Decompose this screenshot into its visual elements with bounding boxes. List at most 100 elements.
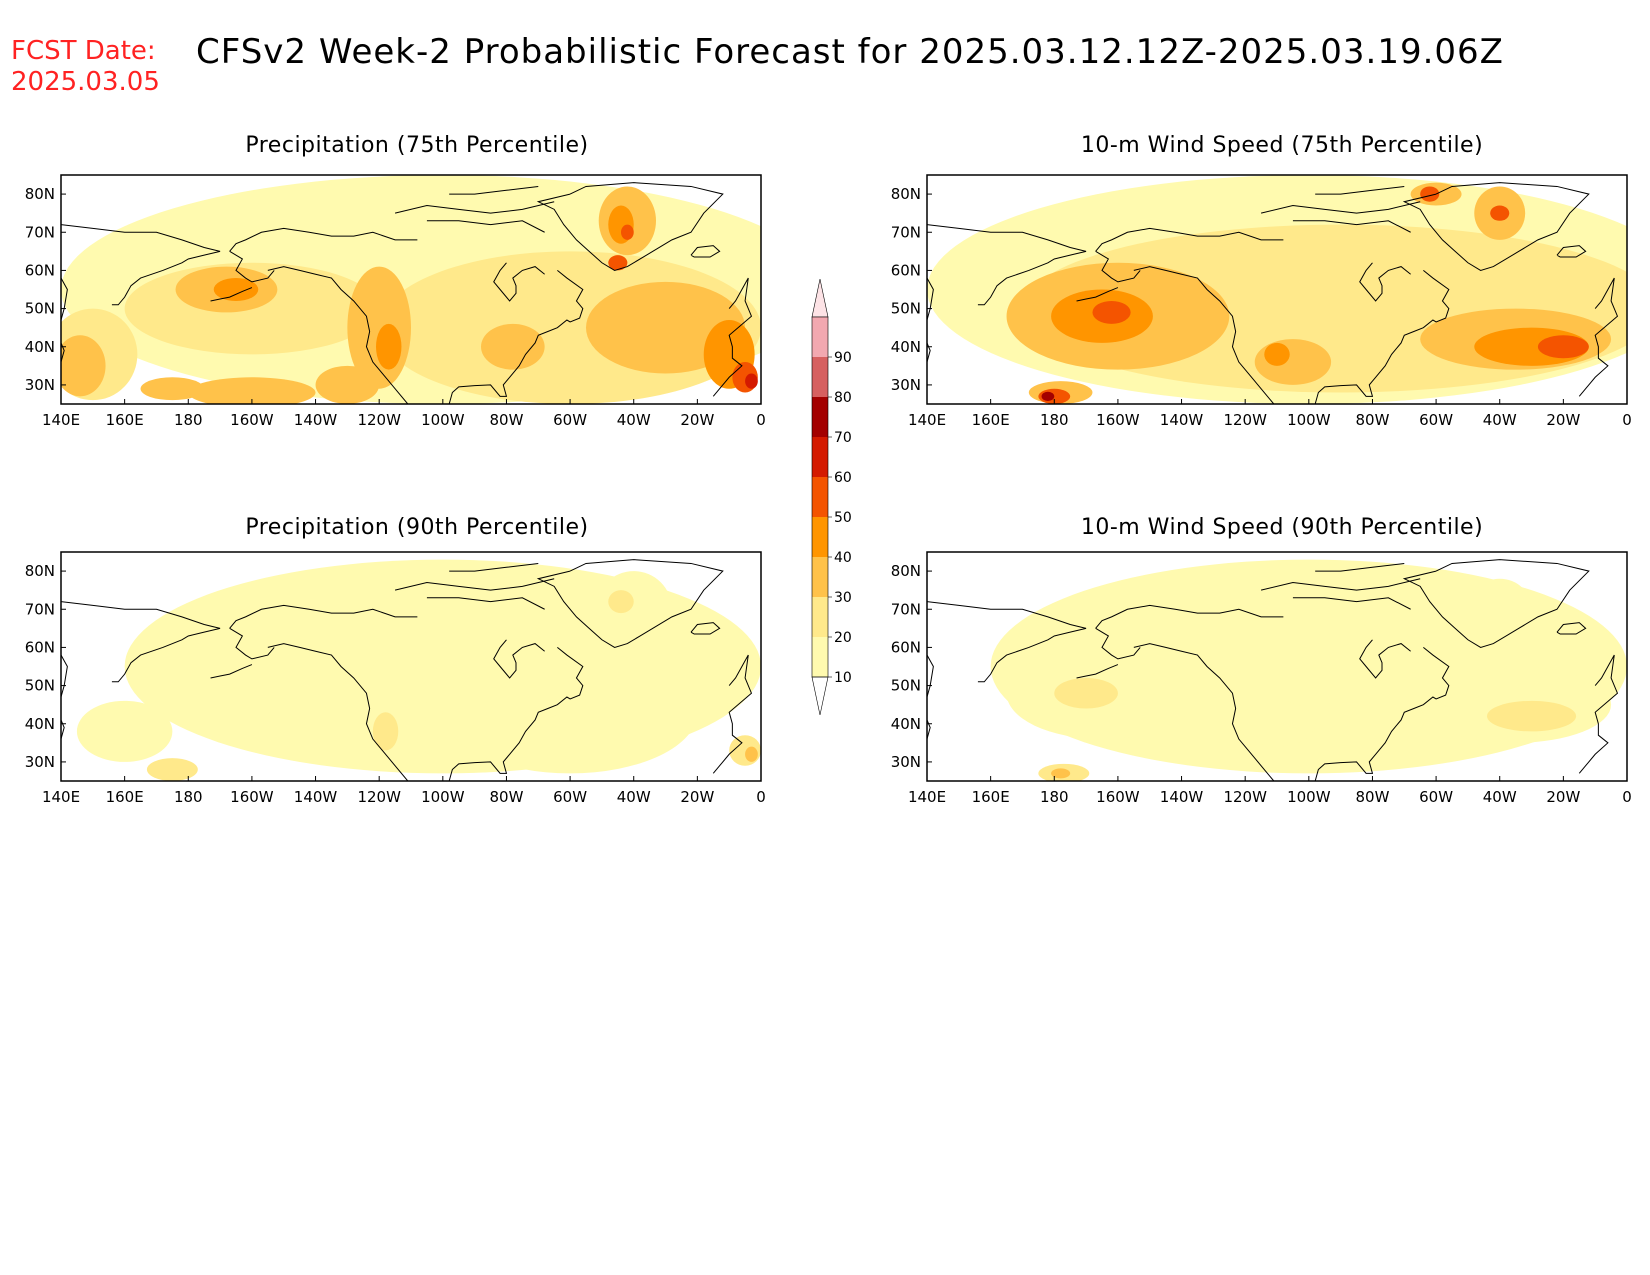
lon-label: 140W [294, 788, 338, 806]
coastline [229, 250, 275, 283]
probability-shade [315, 365, 380, 404]
lon-label: 140E [908, 411, 946, 429]
lon-label: 140E [42, 788, 80, 806]
lon-label: 0 [1622, 411, 1632, 429]
lat-label: 50N [891, 300, 921, 318]
coastline [1359, 262, 1411, 302]
coastline [61, 601, 221, 629]
lat-label: 50N [891, 677, 921, 695]
probability-shade [608, 255, 628, 271]
lat-label: 50N [25, 677, 55, 695]
probability-shade [1041, 391, 1055, 401]
coastline [448, 270, 584, 404]
coastline [1556, 622, 1587, 635]
lat-label: 50N [25, 300, 55, 318]
coastline [1314, 647, 1450, 781]
lon-label: 60W [1419, 411, 1453, 429]
colorbar-swatch [812, 597, 828, 637]
probability-shade [481, 323, 545, 370]
map-frame [60, 551, 762, 782]
lat-label: 60N [891, 638, 921, 656]
coastline [1076, 287, 1119, 302]
coastline [1133, 266, 1275, 404]
coastline [61, 277, 68, 321]
coastline [1578, 277, 1619, 397]
probability-shade [140, 377, 205, 401]
colorbar-bottom-arrow [811, 676, 829, 716]
colorbar-label: 50 [834, 510, 852, 526]
probability-shade [1420, 186, 1440, 202]
coastline [536, 559, 724, 648]
coastline [426, 597, 545, 610]
coastline [1315, 562, 1405, 572]
lat-label: 60N [891, 261, 921, 279]
forecast-date-label: FCST Date: [11, 36, 156, 66]
lon-label: 80W [1355, 411, 1389, 429]
lat-label: 40N [25, 715, 55, 733]
lat-label: 80N [25, 562, 55, 580]
lon-label: 20W [1546, 788, 1580, 806]
coastline [210, 664, 253, 679]
coastline [712, 277, 753, 397]
lat-label: 70N [891, 223, 921, 241]
colorbar-swatch [812, 637, 828, 677]
coastline [1260, 578, 1421, 591]
probability-shade [1238, 700, 1316, 747]
coastline [267, 643, 409, 781]
lon-label: 40W [1483, 788, 1517, 806]
colorbar-swatch [812, 517, 828, 557]
coastline [61, 654, 68, 698]
lat-label: 30N [891, 753, 921, 771]
map-panel-p4: 80N 70N 60N 50N 40N 30N 140E 160E 180 160W 140W 120… [891, 551, 1632, 806]
colorbar-label: 30 [834, 590, 852, 606]
coastline [1260, 201, 1421, 214]
map-panel-p2: 80N 70N 60N 50N 40N 30N 140E 160E 180 160W 140W 120… [891, 174, 1632, 429]
lat-label: 40N [891, 338, 921, 356]
lon-label: 160W [230, 788, 274, 806]
colorbar-outline [811, 316, 829, 678]
colorbar-swatch [812, 477, 828, 517]
lon-label: 100W [421, 788, 465, 806]
colorbar-top-arrow [811, 278, 829, 318]
coastline [1359, 639, 1411, 679]
probability-shade [372, 712, 399, 751]
lon-label: 180 [174, 788, 203, 806]
lon-label: 20W [680, 411, 714, 429]
lat-label: 40N [25, 338, 55, 356]
lon-label: 0 [1622, 788, 1632, 806]
coastline [1402, 182, 1590, 271]
coastline [111, 250, 221, 306]
lon-label: 40W [617, 411, 651, 429]
probability-shade [442, 651, 698, 774]
lon-label: 0 [756, 411, 766, 429]
coastline [229, 604, 418, 629]
lat-label: 70N [891, 600, 921, 618]
lat-label: 30N [891, 376, 921, 394]
probability-shade [76, 700, 173, 762]
figure-title: CFSv2 Week-2 Probabilistic Forecast for … [196, 32, 1504, 72]
lon-label: 120W [357, 411, 401, 429]
probability-shade [621, 224, 634, 240]
coastline [927, 277, 934, 321]
probability-shade [745, 746, 758, 762]
map-frame [926, 551, 1628, 782]
probability-shade [745, 373, 758, 389]
lon-label: 140E [42, 411, 80, 429]
coastline [690, 245, 721, 258]
lon-label: 60W [553, 411, 587, 429]
probability-shade [213, 278, 259, 301]
lon-label: 80W [1355, 788, 1389, 806]
lon-label: 40W [617, 788, 651, 806]
lon-label: 80W [489, 788, 523, 806]
lon-label: 100W [1287, 788, 1331, 806]
lon-label: 120W [357, 788, 401, 806]
probability-shade [1264, 342, 1290, 366]
coastline [1556, 245, 1587, 258]
lat-label: 30N [25, 753, 55, 771]
coastline [712, 654, 753, 774]
lon-label: 160E [972, 788, 1010, 806]
probability-shade [1254, 339, 1332, 385]
colorbar-label: 90 [834, 350, 852, 366]
panel-title-precip-90: Precipitation (90th Percentile) [245, 515, 589, 540]
